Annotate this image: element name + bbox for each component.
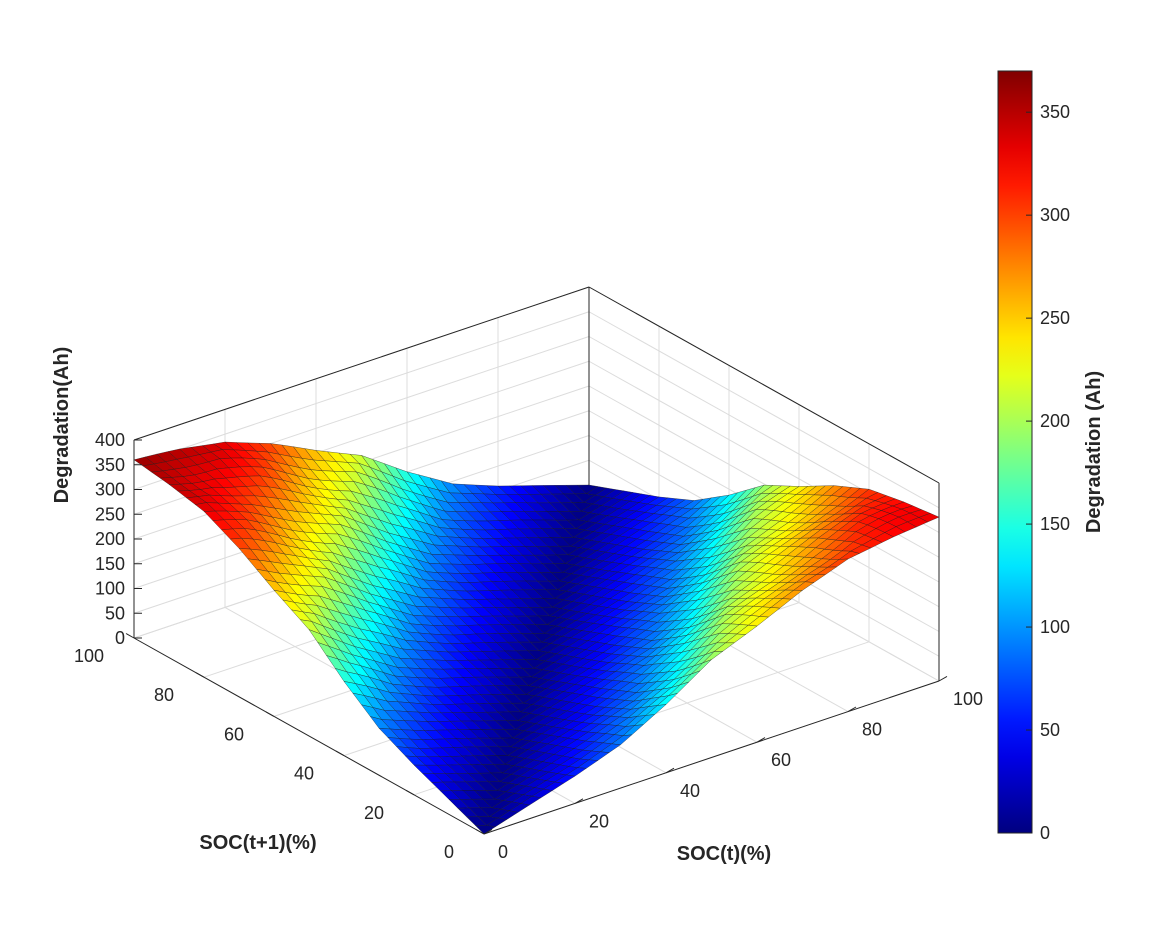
y-tick-mark bbox=[335, 750, 345, 757]
colorbar-tick-label: 300 bbox=[1040, 205, 1070, 225]
z-tick-label: 200 bbox=[95, 529, 125, 549]
y-axis-label: SOC(t+1)(%) bbox=[199, 832, 316, 854]
y-tick-label: 20 bbox=[364, 803, 384, 823]
colorbar-tick-label: 250 bbox=[1040, 308, 1070, 328]
z-tick-label: 50 bbox=[105, 603, 125, 623]
y-tick-mark bbox=[125, 633, 135, 639]
z-tick-label: 0 bbox=[115, 628, 125, 648]
colorbar-tick-label: 100 bbox=[1040, 617, 1070, 637]
wall-grid-line bbox=[133, 311, 590, 466]
y-axis-line bbox=[133, 637, 485, 835]
colorbar-tick-label: 150 bbox=[1040, 514, 1070, 534]
z-tick-label: 300 bbox=[95, 480, 125, 500]
x-axis-label: SOC(t)(%) bbox=[677, 843, 771, 865]
top-right-edge bbox=[588, 286, 940, 484]
x-tick-label: 20 bbox=[589, 811, 609, 831]
colorbar-label: Degradation (Ah) bbox=[1083, 371, 1105, 533]
y-tick-mark bbox=[265, 711, 275, 717]
colorbar-tick-label: 0 bbox=[1040, 823, 1050, 843]
y-tick-mark bbox=[475, 829, 485, 835]
colorbar-tick-label: 50 bbox=[1040, 720, 1060, 740]
x-tick-mark bbox=[938, 675, 948, 682]
z-tick-label: 150 bbox=[95, 554, 125, 574]
wall-grid-line bbox=[588, 311, 940, 509]
x-tick-label: 80 bbox=[862, 720, 882, 740]
z-tick-label: 350 bbox=[95, 455, 125, 475]
y-tick-label: 0 bbox=[444, 842, 454, 862]
z-tick-label: 400 bbox=[95, 430, 125, 450]
x-tick-label: 100 bbox=[953, 689, 983, 709]
colorbar-bar bbox=[997, 70, 1033, 834]
x-axis-line bbox=[483, 680, 940, 835]
surface-mesh bbox=[133, 441, 940, 835]
z-tick-label: 100 bbox=[95, 579, 125, 599]
y-tick-label: 100 bbox=[74, 646, 104, 666]
colorbar-tick-label: 200 bbox=[1040, 411, 1070, 431]
y-tick-mark bbox=[195, 672, 205, 678]
x-tick-mark bbox=[483, 828, 493, 835]
x-tick-label: 60 bbox=[771, 750, 791, 770]
top-back-edge bbox=[133, 286, 590, 441]
colorbar-tick-label: 350 bbox=[1040, 102, 1070, 122]
y-tick-label: 40 bbox=[294, 764, 314, 784]
z-axis-label: Degradation(Ah) bbox=[51, 347, 73, 504]
x-tick-label: 0 bbox=[498, 842, 508, 862]
colorbar-ticks: 0 50 100 150 200 250 300 350 bbox=[1026, 102, 1070, 843]
y-tick-mark bbox=[405, 789, 415, 796]
wall-grid-line bbox=[588, 385, 940, 583]
colorbar: 0 50 100 150 200 250 300 350 Degradation (Ah) bbox=[997, 70, 1105, 843]
x-tick-label: 40 bbox=[680, 781, 700, 801]
x-tick-mark bbox=[574, 798, 584, 804]
y-tick-label: 80 bbox=[154, 685, 174, 705]
axis-ticks: 0 20 40 60 80 100 0 20 40 60 80 100 0 50 100 150 200 250 3… bbox=[74, 430, 983, 862]
z-tick-label: 250 bbox=[95, 504, 125, 524]
x-tick-mark bbox=[756, 737, 766, 743]
y-tick-label: 60 bbox=[224, 724, 244, 744]
x-tick-mark bbox=[665, 767, 675, 774]
x-tick-mark bbox=[847, 706, 857, 713]
